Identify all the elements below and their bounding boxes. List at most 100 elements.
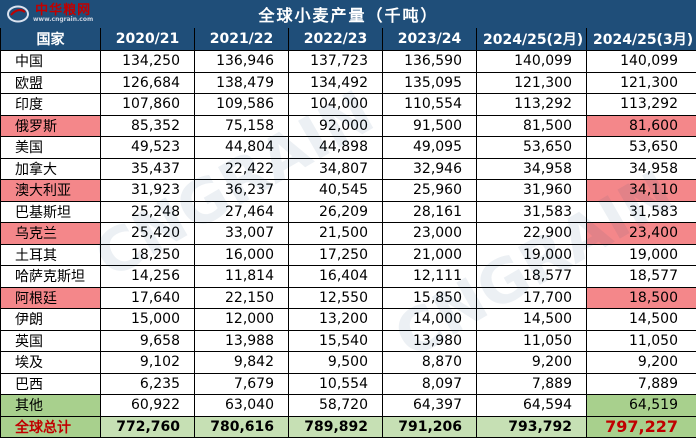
value-cell: 31,960 (477, 180, 587, 202)
header-2023-24: 2023/24 (383, 28, 477, 51)
value-cell: 109,586 (195, 94, 289, 116)
value-cell: 64,397 (383, 395, 477, 417)
value-cell: 63,040 (195, 395, 289, 417)
value-cell: 18,577 (587, 266, 696, 288)
value-cell: 19,000 (477, 244, 587, 266)
header-2020-21: 2020/21 (101, 28, 195, 51)
value-cell: 104,000 (289, 94, 383, 116)
value-cell: 34,807 (289, 158, 383, 180)
value-cell: 33,007 (195, 223, 289, 245)
value-cell: 25,960 (383, 180, 477, 202)
value-cell: 18,500 (587, 287, 696, 309)
value-cell: 25,248 (101, 201, 195, 223)
value-cell: 134,492 (289, 72, 383, 94)
value-cell: 789,892 (289, 416, 383, 438)
value-cell: 16,404 (289, 266, 383, 288)
value-cell: 14,000 (383, 309, 477, 331)
value-cell: 44,804 (195, 137, 289, 159)
value-cell: 21,500 (289, 223, 383, 245)
value-cell: 17,640 (101, 287, 195, 309)
value-cell: 7,889 (477, 373, 587, 395)
value-cell: 23,000 (383, 223, 477, 245)
value-cell: 14,256 (101, 266, 195, 288)
header-row: 国家 2020/21 2021/22 2022/23 2023/24 2024/… (1, 28, 696, 51)
country-name-cell: 土耳其 (1, 244, 101, 266)
value-cell: 791,206 (383, 416, 477, 438)
value-cell: 8,097 (383, 373, 477, 395)
value-cell: 34,110 (587, 180, 696, 202)
value-cell: 40,545 (289, 180, 383, 202)
value-cell: 138,479 (195, 72, 289, 94)
country-name-cell: 巴西 (1, 373, 101, 395)
value-cell: 134,250 (101, 51, 195, 73)
value-cell: 772,760 (101, 416, 195, 438)
value-cell: 9,500 (289, 352, 383, 374)
value-cell: 126,684 (101, 72, 195, 94)
title-row: 中华粮网 www.cngrain.com 全球小麦产量（千吨） (1, 1, 696, 28)
value-cell: 23,400 (587, 223, 696, 245)
brand-logo: 中华粮网 www.cngrain.com (7, 4, 93, 23)
country-name-cell: 俄罗斯 (1, 115, 101, 137)
value-cell: 12,111 (383, 266, 477, 288)
value-cell: 793,792 (477, 416, 587, 438)
value-cell: 140,099 (477, 51, 587, 73)
value-cell: 15,850 (383, 287, 477, 309)
value-cell: 22,150 (195, 287, 289, 309)
value-cell: 137,723 (289, 51, 383, 73)
value-cell: 75,158 (195, 115, 289, 137)
value-cell: 780,616 (195, 416, 289, 438)
value-cell: 135,095 (383, 72, 477, 94)
value-cell: 31,923 (101, 180, 195, 202)
value-cell: 7,679 (195, 373, 289, 395)
grain-logo-icon (7, 5, 29, 23)
country-name-cell: 欧盟 (1, 72, 101, 94)
value-cell: 85,352 (101, 115, 195, 137)
value-cell: 9,102 (101, 352, 195, 374)
value-cell: 9,200 (587, 352, 696, 374)
value-cell: 11,050 (477, 330, 587, 352)
value-cell: 11,814 (195, 266, 289, 288)
value-cell: 110,554 (383, 94, 477, 116)
country-name-cell: 英国 (1, 330, 101, 352)
value-cell: 113,292 (587, 94, 696, 116)
value-cell: 92,000 (289, 115, 383, 137)
value-cell: 12,000 (195, 309, 289, 331)
value-cell: 13,200 (289, 309, 383, 331)
country-name-cell: 乌克兰 (1, 223, 101, 245)
country-name-cell: 埃及 (1, 352, 101, 374)
value-cell: 27,464 (195, 201, 289, 223)
country-name-cell: 美国 (1, 137, 101, 159)
value-cell: 107,860 (101, 94, 195, 116)
value-cell: 81,600 (587, 115, 696, 137)
country-name-cell: 巴基斯坦 (1, 201, 101, 223)
value-cell: 8,870 (383, 352, 477, 374)
value-cell: 19,000 (587, 244, 696, 266)
country-name-cell: 加拿大 (1, 158, 101, 180)
country-name-cell: 其他 (1, 395, 101, 417)
value-cell: 121,300 (587, 72, 696, 94)
value-cell: 58,720 (289, 395, 383, 417)
value-cell: 35,437 (101, 158, 195, 180)
value-cell: 28,161 (383, 201, 477, 223)
value-cell: 14,500 (587, 309, 696, 331)
value-cell: 25,420 (101, 223, 195, 245)
value-cell: 12,550 (289, 287, 383, 309)
value-cell: 11,050 (587, 330, 696, 352)
table-title: 全球小麦产量（千吨） (258, 6, 438, 25)
value-cell: 14,500 (477, 309, 587, 331)
header-country: 国家 (1, 28, 101, 51)
value-cell: 16,000 (195, 244, 289, 266)
